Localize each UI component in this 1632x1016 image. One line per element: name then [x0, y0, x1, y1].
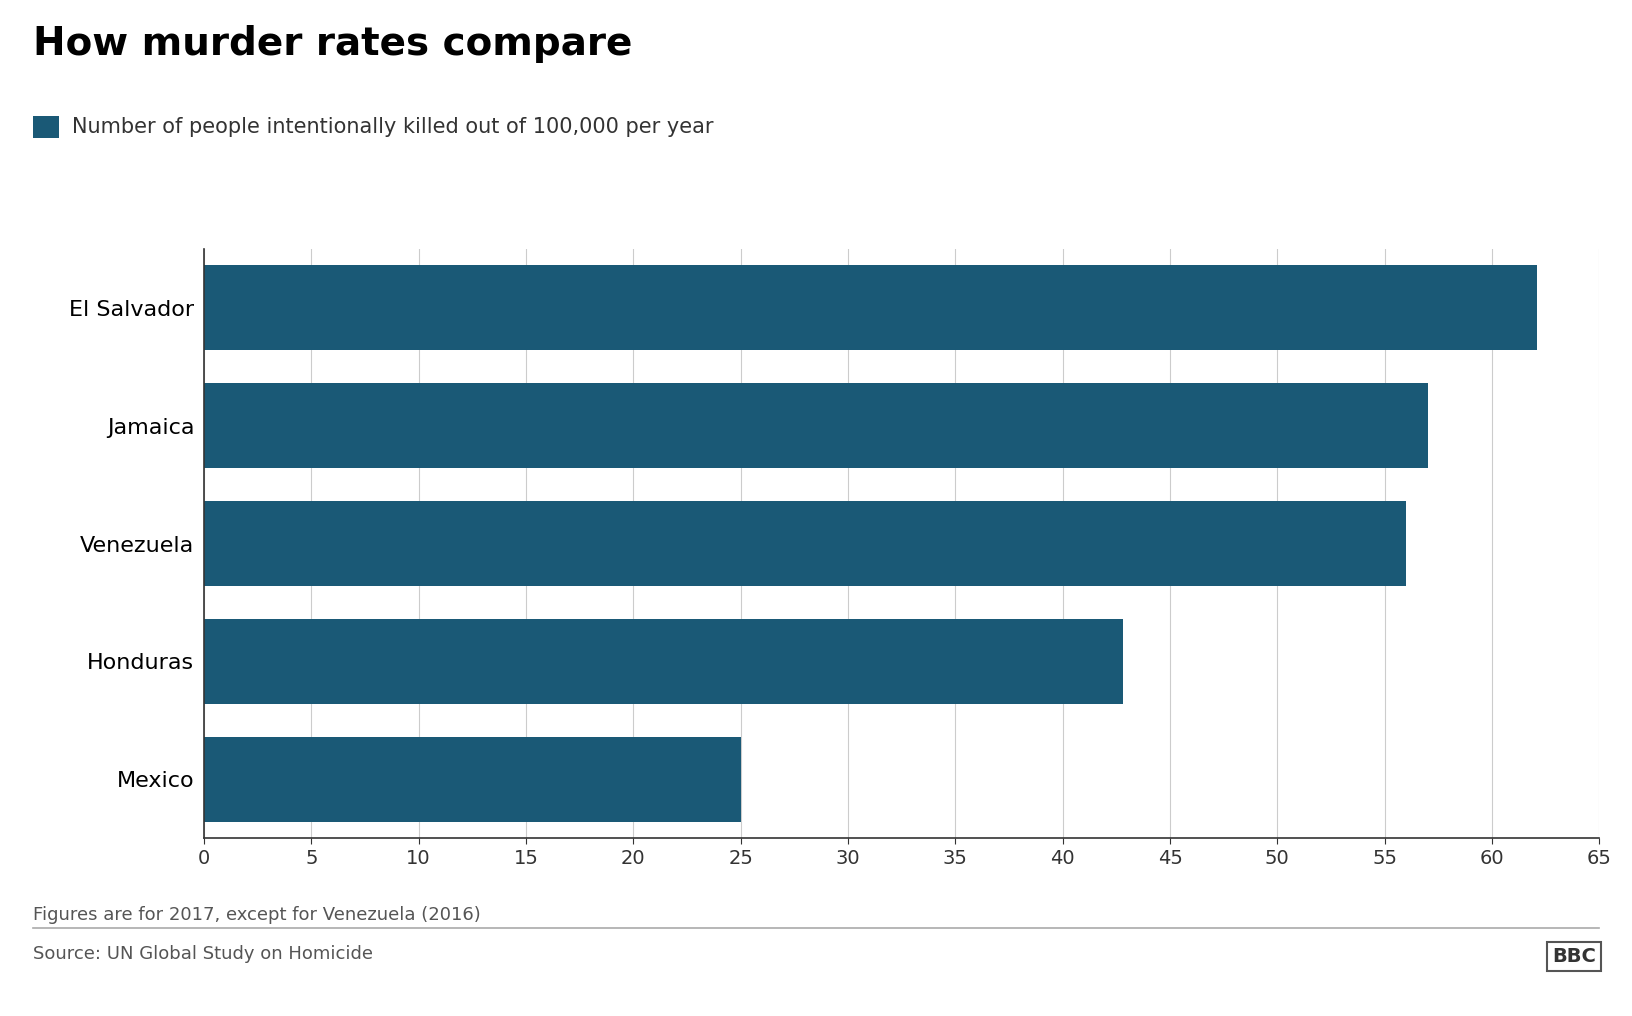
Bar — [204, 501, 1407, 586]
Bar — [204, 619, 1123, 704]
Text: BBC: BBC — [1552, 947, 1596, 966]
Bar — [204, 383, 1428, 468]
Text: Number of people intentionally killed out of 100,000 per year: Number of people intentionally killed ou… — [72, 117, 713, 137]
Bar — [204, 737, 741, 822]
Bar — [204, 265, 1537, 351]
Text: Source: UN Global Study on Homicide: Source: UN Global Study on Homicide — [33, 945, 372, 963]
Text: How murder rates compare: How murder rates compare — [33, 25, 632, 63]
Text: Figures are for 2017, except for Venezuela (2016): Figures are for 2017, except for Venezue… — [33, 906, 480, 925]
